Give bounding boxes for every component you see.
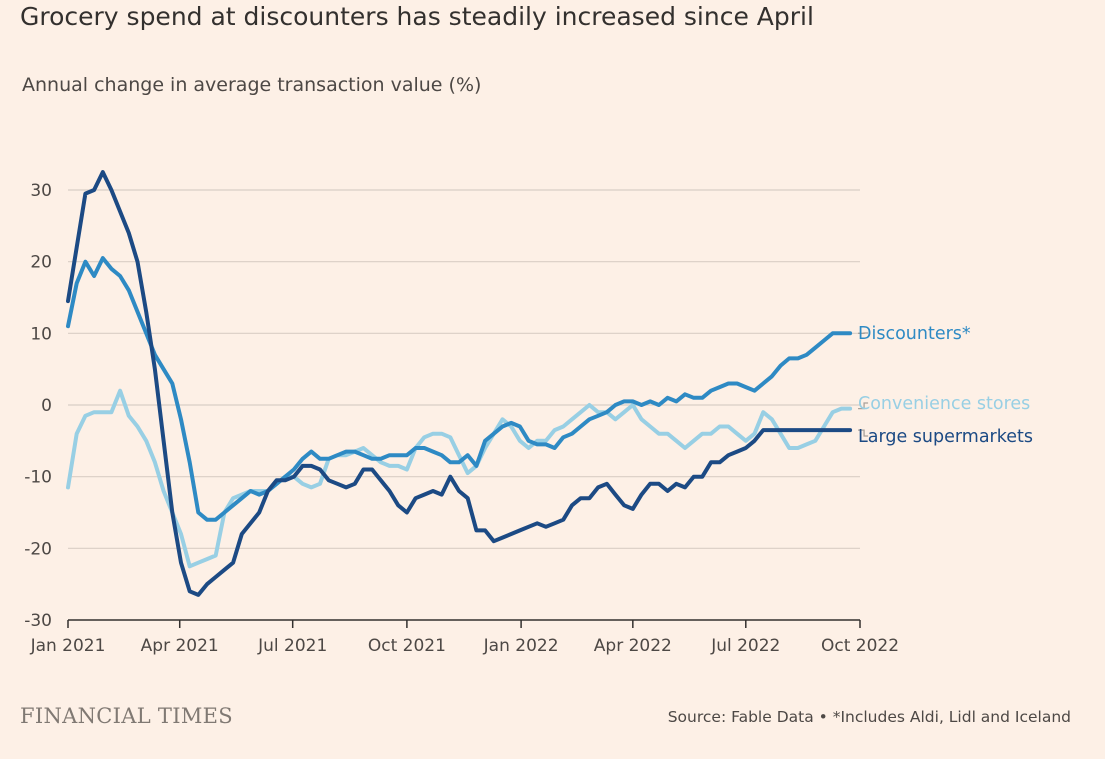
y-tick-label: 30 [30,181,52,201]
x-tick-label: Jan 2022 [483,636,559,656]
x-tick-label: Apr 2021 [141,636,219,656]
series-end-label: Large supermarkets [858,427,1033,447]
x-axis: Jan 2021 Apr 2021 Jul 2021 Oct 2021 Jan 2022… [30,619,899,656]
x-tick-label: Jul 2022 [710,636,780,656]
y-tick-label: -10 [24,468,52,488]
y-tick-label: 20 [30,253,52,273]
label-leader [858,402,869,410]
y-tick-label: 10 [30,324,52,344]
series-line [66,388,853,569]
x-tick-label: Jul 2021 [257,636,327,656]
y-tick-label: -30 [24,611,52,631]
line-chart: 30 20 10 0 -10 -20 -30 Jan 2021 Apr 2021 Jul 202… [24,170,1033,656]
series-lines [66,170,853,597]
brand-logo-text: FINANCIAL TIMES [20,704,233,728]
x-tick-label: Jan 2021 [30,636,106,656]
series-line [66,256,853,522]
x-tick-label: Oct 2021 [368,636,446,656]
chart-title: Grocery spend at discounters has steadil… [20,2,814,31]
series-line [66,170,853,597]
chart-subtitle: Annual change in average transaction val… [22,74,482,96]
series-end-labels: Discounters* Convenience stores Large supe… [858,324,1033,447]
x-tick-label: Oct 2022 [821,636,899,656]
y-tick-label: -20 [24,539,52,559]
source-note: Source: Fable Data • *Includes Aldi, Lid… [667,708,1071,726]
y-axis-ticks: 30 20 10 0 -10 -20 -30 [24,181,52,631]
label-leader [858,429,869,437]
series-end-label: Discounters* [858,324,971,344]
x-tick-label: Apr 2022 [594,636,672,656]
y-tick-label: 0 [41,396,52,416]
gridlines [68,189,860,549]
series-end-label: Convenience stores [858,394,1030,414]
